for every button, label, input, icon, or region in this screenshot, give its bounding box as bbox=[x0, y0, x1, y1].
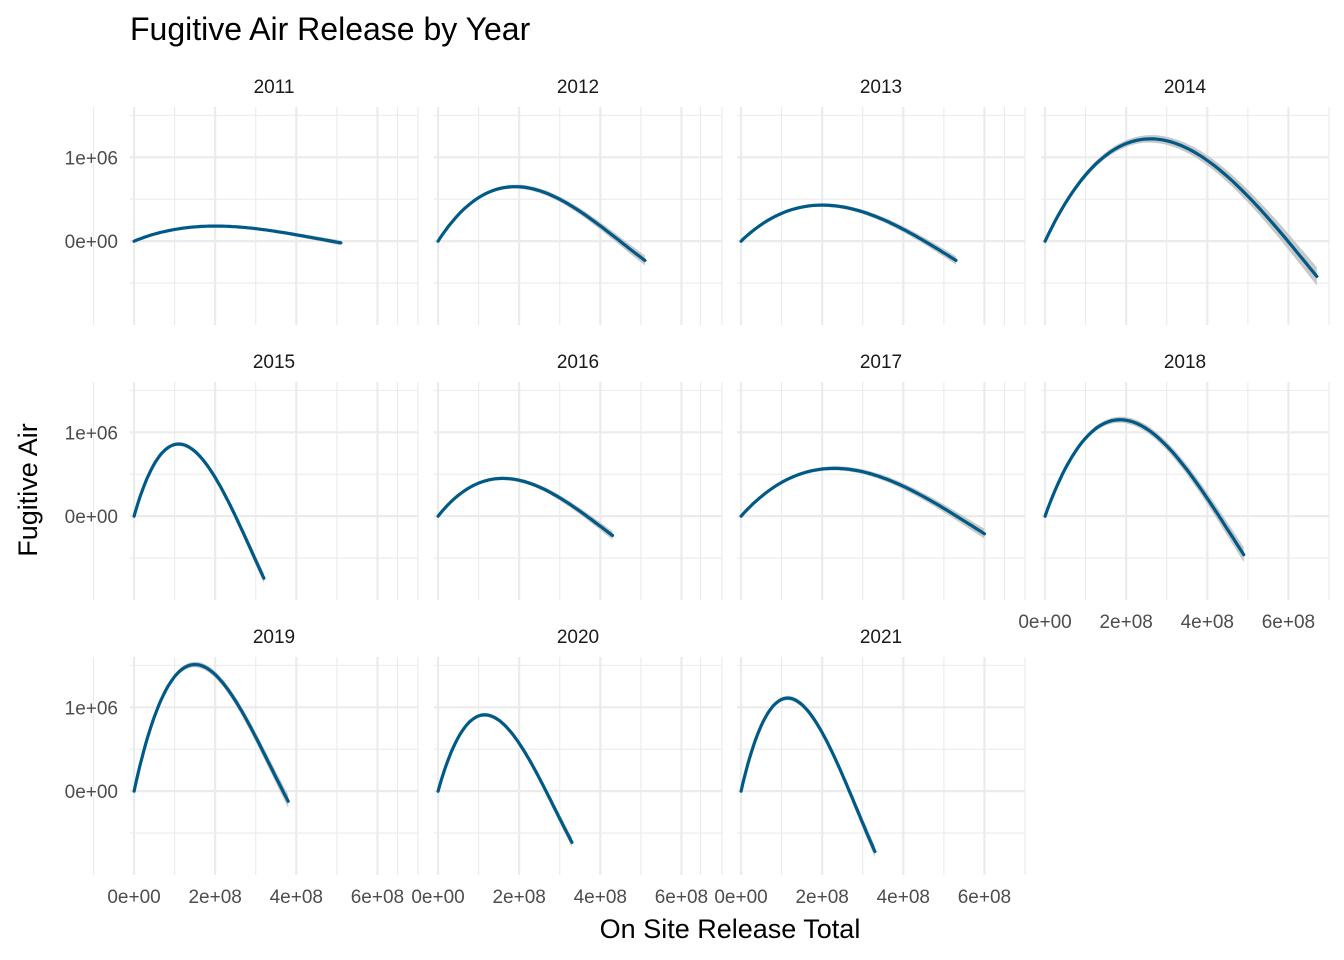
panel-2017: 2017 bbox=[699, 352, 1026, 600]
series-line-2021 bbox=[739, 696, 877, 854]
x-tick-label: 2e+08 bbox=[188, 887, 241, 908]
x-tick-label: 0e+00 bbox=[1018, 612, 1071, 633]
x-tick-label: 6e+08 bbox=[1262, 612, 1315, 633]
x-tick-label: 6e+08 bbox=[958, 887, 1011, 908]
series-line-2012 bbox=[436, 185, 647, 262]
y-tick-label: 1e+06 bbox=[65, 148, 118, 169]
panel-2012: 2012 bbox=[396, 77, 723, 325]
strip-label-2012: 2012 bbox=[557, 77, 599, 98]
series-line-2019 bbox=[132, 663, 290, 803]
x-tick-label: 6e+08 bbox=[655, 887, 708, 908]
x-tick-label: 0e+00 bbox=[107, 887, 160, 908]
confidence-band-2016 bbox=[438, 476, 613, 540]
strip-label-2021: 2021 bbox=[860, 627, 902, 648]
x-tick-label: 4e+08 bbox=[574, 887, 627, 908]
strip-label-2014: 2014 bbox=[1164, 77, 1207, 98]
confidence-band-2020 bbox=[438, 712, 572, 848]
series-line-2014 bbox=[1043, 137, 1319, 278]
strip-label-2013: 2013 bbox=[860, 77, 902, 98]
panel-2016: 2016 bbox=[396, 352, 723, 600]
confidence-band-2013 bbox=[741, 203, 956, 265]
panel-2014: 2014 bbox=[1003, 77, 1330, 325]
panel-2013: 2013 bbox=[699, 77, 1026, 325]
x-tick-label: 0e+00 bbox=[714, 887, 767, 908]
strip-label-2016: 2016 bbox=[557, 352, 599, 373]
chart-title: Fugitive Air Release by Year bbox=[130, 11, 531, 47]
panel-2019: 2019 bbox=[92, 627, 419, 875]
strip-label-2019: 2019 bbox=[253, 627, 295, 648]
strip-label-2015: 2015 bbox=[253, 352, 295, 373]
panel-2011: 2011 bbox=[92, 77, 419, 325]
y-axis-title: Fugitive Air bbox=[13, 423, 43, 557]
y-tick-label: 1e+06 bbox=[65, 698, 118, 719]
series-line-2015 bbox=[132, 442, 266, 580]
x-tick-label: 4e+08 bbox=[1181, 612, 1234, 633]
confidence-band-2018 bbox=[1045, 416, 1244, 563]
panels-layer: 2011 2012 2013 2014 2015 2016 2017 2018 2019 2020… bbox=[92, 77, 1330, 875]
series-line-2017 bbox=[739, 466, 986, 536]
series-line-2016 bbox=[436, 476, 615, 537]
confidence-band-2012 bbox=[438, 184, 645, 266]
series-line-2013 bbox=[739, 203, 958, 262]
series-line-2018 bbox=[1043, 418, 1246, 557]
panel-2018: 2018 bbox=[1003, 352, 1330, 600]
x-tick-label: 2e+08 bbox=[795, 887, 848, 908]
strip-label-2020: 2020 bbox=[557, 627, 599, 648]
confidence-band-2019 bbox=[134, 661, 289, 808]
x-tick-label: 2e+08 bbox=[492, 887, 545, 908]
x-tick-label: 0e+00 bbox=[411, 887, 464, 908]
x-tick-label: 4e+08 bbox=[877, 887, 930, 908]
panel-2015: 2015 bbox=[92, 352, 419, 600]
series-line-2011 bbox=[132, 224, 343, 245]
axes-layer: 0e+00 1e+06 0e+00 1e+06 0e+00 1e+06 0e+00 2e+08… bbox=[65, 148, 1315, 908]
strip-label-2017: 2017 bbox=[860, 352, 902, 373]
y-tick-label: 1e+06 bbox=[65, 423, 118, 444]
x-tick-label: 4e+08 bbox=[270, 887, 323, 908]
x-axis-title: On Site Release Total bbox=[600, 914, 861, 944]
y-tick-label: 0e+00 bbox=[65, 507, 118, 528]
y-tick-label: 0e+00 bbox=[65, 232, 118, 253]
y-tick-label: 0e+00 bbox=[65, 782, 118, 803]
strip-label-2018: 2018 bbox=[1164, 352, 1206, 373]
panel-2020: 2020 bbox=[396, 627, 723, 875]
x-tick-label: 2e+08 bbox=[1099, 612, 1152, 633]
x-tick-label: 6e+08 bbox=[351, 887, 404, 908]
series-line-2020 bbox=[436, 713, 574, 844]
panel-2021: 2021 bbox=[699, 627, 1026, 875]
strip-label-2011: 2011 bbox=[254, 77, 295, 98]
